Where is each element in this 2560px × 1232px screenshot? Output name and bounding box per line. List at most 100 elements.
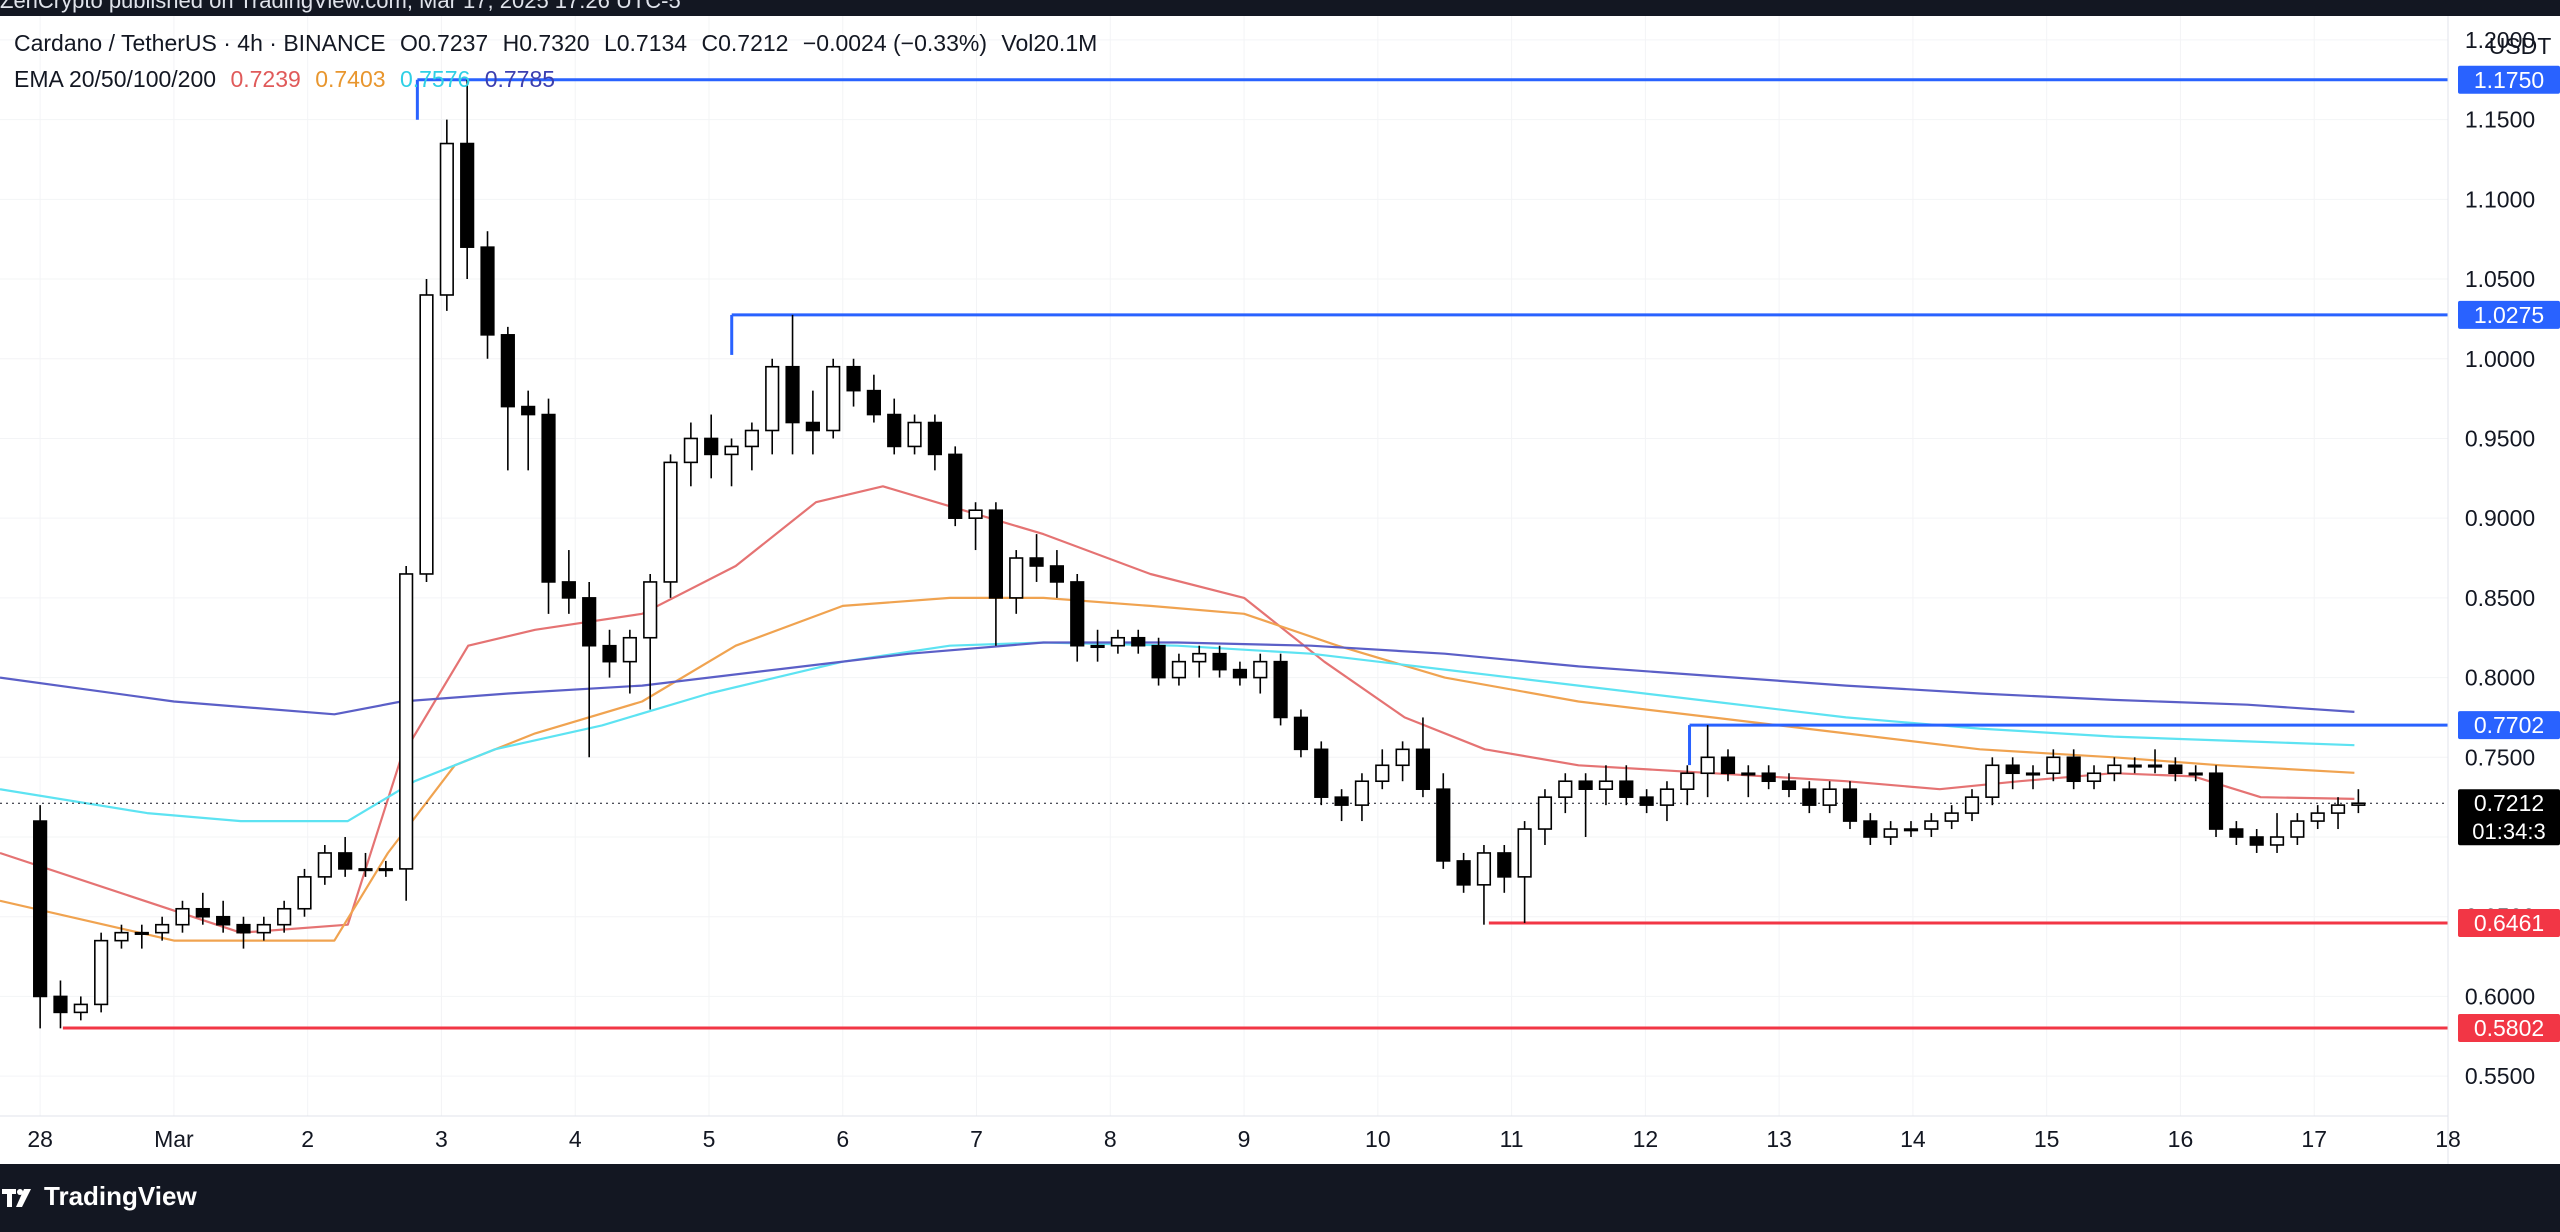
candle-down [33,820,48,998]
time-tick-label: 12 [1633,1126,1659,1152]
candle-down [521,405,536,416]
candle-down [541,413,556,583]
candle-down [1415,748,1431,790]
candle-down [1497,852,1512,878]
tradingview-logo-icon[interactable] [0,1182,44,1214]
candle-up [1375,764,1390,783]
candle-up [94,939,109,1006]
candle-down [1232,668,1248,679]
candle-up [2290,820,2305,838]
publish-info-text: ZenCrypto published on TradingView.com, … [0,0,681,13]
time-tick-label: 8 [1104,1126,1117,1152]
bar-countdown: 01:34:3 [2472,819,2545,844]
candle-down [2168,764,2183,775]
candle-up [622,636,637,663]
candle-up [1883,828,1898,838]
candle-down [1212,652,1227,671]
candle-up [256,923,271,934]
support-price-tag: 0.6461 [2474,910,2544,936]
price-tick-label: 0.5500 [2465,1063,2535,1089]
publish-info-bar: ZenCrypto published on TradingView.com, … [0,0,2560,16]
candle-down [2229,828,2244,838]
candle-up [277,907,292,926]
symbol-name: Cardano / TetherUS · 4h · BINANCE [14,30,386,56]
candle-down [1863,820,1878,838]
candle-up [1944,812,1959,822]
low-value: L0.7134 [603,30,688,56]
candle-up [663,461,678,583]
ema-label: EMA 20/50/100/200 [14,66,217,92]
candle-down [1578,780,1593,790]
time-tick-label: Mar [154,1126,194,1152]
ema50-line [0,596,2355,942]
ema50-value: 0.7403 [315,66,386,92]
time-tick-label: 4 [569,1126,582,1152]
candle-up [1680,772,1695,790]
candle-down [561,581,576,599]
resistance-price-tag: 1.1750 [2474,67,2544,93]
ema-legend[interactable]: EMA 20/50/100/200 0.7239 0.7403 0.7576 0… [14,66,563,93]
candle-up [2310,812,2325,822]
candle-down [805,421,820,432]
symbol-legend[interactable]: Cardano / TetherUS · 4h · BINANCE O0.723… [14,30,1105,57]
price-tick-label: 0.9000 [2465,505,2535,531]
candle-up [1476,852,1492,886]
change-value: −0.0024 (−0.33%) [802,30,987,56]
candle-down [582,597,597,647]
support-price-tag: 0.5802 [2474,1015,2544,1041]
candle-up [114,931,129,942]
candle-up [1924,820,1939,830]
candle-down [1720,756,1736,775]
candle-down [1334,796,1349,806]
support-price-tag-bg [2458,908,2560,937]
last-price-tag-bg [2458,789,2560,846]
candle-down [887,413,902,448]
candle-up [2269,836,2285,846]
close-value: C0.7212 [701,30,789,56]
candle-down [1151,644,1166,679]
candle-up [1009,557,1024,599]
support-price-tag-bg [2458,1014,2560,1042]
candle-up [1558,780,1573,798]
candle-up [2330,804,2346,814]
footer-bar: TradingView [0,1164,2560,1232]
time-tick-label: 5 [703,1126,716,1152]
candle-up [1659,788,1675,806]
candle-up [1700,756,1715,775]
price-tick-label: 0.7500 [2465,744,2535,770]
price-tick-label: 0.8500 [2465,585,2535,611]
high-value: H0.7320 [502,30,590,56]
candle-up [2107,764,2122,775]
time-tick-label: 14 [1900,1126,1926,1152]
time-axis[interactable]: 28 Mar 2 3 4 5 6 7 8 9 10 11 12 13 14 15 16 17 18 [0,1115,2461,1152]
price-tick-label: 0.9500 [2465,425,2535,451]
resistance-price-tag-bg [2458,711,2560,740]
candle-down [1314,748,1329,798]
candle-up [175,907,190,926]
candle-down [216,915,231,926]
ema200-value: 0.7785 [484,66,556,92]
resistance-price-tag: 1.0275 [2474,302,2544,328]
ema200-line [0,641,2355,716]
candle-up [1741,772,1756,776]
candle-up [1090,644,1105,649]
price-chart[interactable]: USDT 0.55000.60000.65000.70000.75000.800… [0,16,2560,1164]
price-axis[interactable]: USDT [2447,16,2551,1164]
candle-up [1822,788,1837,806]
candle-up [1171,660,1187,679]
candle-up [1985,764,2000,798]
candle-down [1619,780,1634,798]
resistance-price-tag-bg [2458,65,2560,94]
candle-down [785,365,800,424]
candle-down [236,923,251,934]
ema-lines [0,485,2355,942]
candle-up [1537,796,1553,830]
candle-up [765,365,780,432]
tradingview-brand[interactable]: TradingView [44,1181,197,1211]
candle-up [907,421,922,448]
price-tick-label: 1.1000 [2465,186,2535,212]
candle-up [1110,636,1126,647]
candle-down [1049,565,1065,583]
candle-up [1964,796,1980,814]
candle-down [1639,796,1654,806]
